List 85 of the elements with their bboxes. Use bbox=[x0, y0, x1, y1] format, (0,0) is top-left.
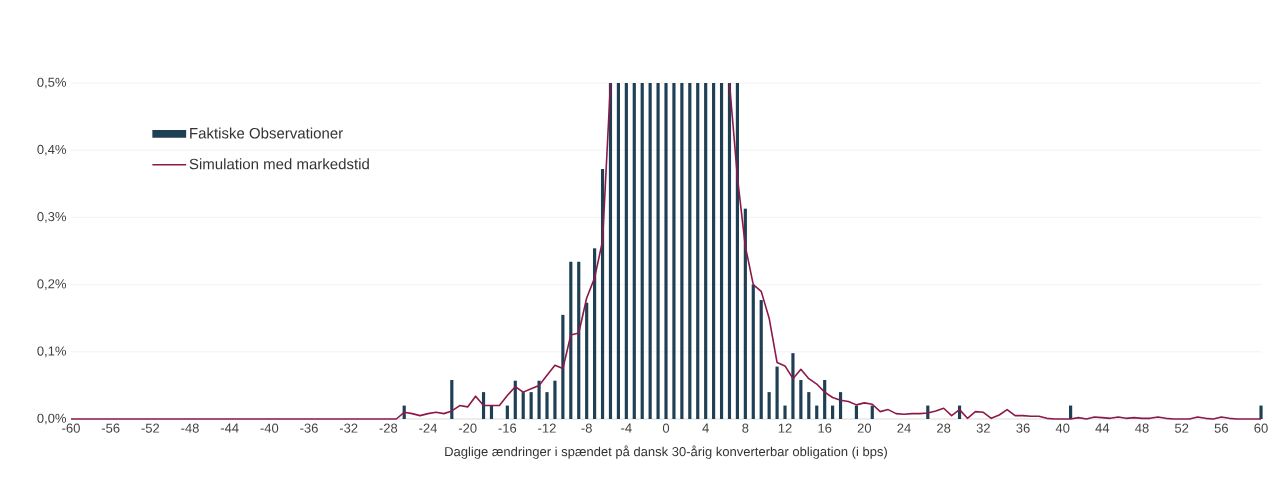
x-tick-label: 20 bbox=[857, 423, 872, 433]
bar bbox=[712, 83, 716, 419]
bar bbox=[743, 208, 747, 419]
bar bbox=[719, 83, 724, 419]
x-tick-label: 40 bbox=[1055, 423, 1070, 433]
x-tick-label: -56 bbox=[101, 423, 120, 433]
bar bbox=[751, 284, 755, 419]
x-tick-label: -8 bbox=[581, 423, 592, 433]
bar bbox=[735, 83, 739, 419]
x-tick-label: 56 bbox=[1214, 423, 1229, 433]
x-tick-label: -4 bbox=[621, 423, 632, 433]
bar bbox=[521, 392, 525, 419]
bar bbox=[791, 353, 795, 419]
x-tick-label: 36 bbox=[1016, 423, 1030, 433]
x-tick-label: -28 bbox=[379, 423, 398, 433]
legend-label: Simulation med markedstid bbox=[189, 158, 369, 170]
bar bbox=[727, 83, 732, 419]
x-tick-label: -24 bbox=[419, 423, 438, 433]
x-tick-label: 16 bbox=[818, 423, 832, 433]
bar bbox=[831, 405, 835, 419]
legend-label: Faktiske Observationer bbox=[190, 127, 343, 139]
x-tick-label: 52 bbox=[1174, 423, 1189, 433]
bar bbox=[537, 380, 541, 419]
x-axis-title: Daglige ændringer i spændet på dansk 30-årig konverterbar obligation (i bps) bbox=[445, 445, 887, 459]
x-tick-label: -36 bbox=[300, 423, 318, 433]
bar bbox=[569, 261, 573, 419]
bar bbox=[1259, 405, 1263, 419]
bar bbox=[505, 405, 509, 419]
bar bbox=[624, 83, 628, 419]
x-tick-label: -52 bbox=[141, 423, 160, 433]
x-tick-label: -60 bbox=[62, 423, 80, 433]
x-tick-label: 24 bbox=[897, 423, 911, 433]
x-tick-label: 48 bbox=[1135, 423, 1149, 433]
bar bbox=[704, 83, 708, 419]
bar bbox=[450, 380, 454, 419]
bar bbox=[545, 392, 549, 419]
bar bbox=[680, 83, 684, 419]
bar bbox=[759, 300, 763, 419]
bar bbox=[585, 302, 589, 419]
x-tick-label: 44 bbox=[1095, 423, 1110, 433]
bar bbox=[823, 380, 827, 419]
bar bbox=[608, 83, 613, 419]
bar bbox=[696, 83, 700, 419]
x-tick-label: 32 bbox=[976, 423, 990, 433]
bar bbox=[815, 405, 819, 419]
y-tick-label: 0,0% bbox=[37, 413, 67, 425]
bar bbox=[489, 405, 494, 419]
bar bbox=[854, 405, 858, 419]
x-tick-label: -44 bbox=[220, 423, 239, 433]
bar bbox=[688, 83, 692, 419]
x-tick-label: 4 bbox=[702, 423, 709, 433]
bar bbox=[767, 392, 771, 419]
x-tick-label: -16 bbox=[498, 423, 517, 433]
x-tick-label: 60 bbox=[1254, 423, 1268, 433]
bar bbox=[632, 83, 636, 419]
x-tick-label: 8 bbox=[742, 423, 749, 433]
bar bbox=[640, 83, 644, 419]
x-tick-label: -20 bbox=[458, 423, 477, 433]
y-tick-label: 0,2% bbox=[37, 279, 67, 290]
y-tick-label: 0,5% bbox=[37, 77, 67, 89]
bar bbox=[577, 261, 581, 419]
bar bbox=[783, 405, 787, 419]
x-tick-label: 28 bbox=[937, 423, 951, 433]
bar bbox=[870, 405, 874, 419]
y-tick-label: 0,1% bbox=[37, 346, 67, 358]
x-tick-label: -32 bbox=[339, 423, 358, 433]
bar bbox=[648, 83, 652, 419]
x-tick-label: -48 bbox=[181, 423, 199, 433]
bar bbox=[799, 380, 803, 419]
bar bbox=[664, 83, 668, 419]
x-tick-label: -12 bbox=[538, 423, 556, 433]
bar bbox=[529, 392, 533, 419]
x-tick-label: 0 bbox=[662, 423, 670, 433]
bar bbox=[672, 83, 676, 419]
x-tick-label: -40 bbox=[260, 423, 279, 433]
x-tick-label: 12 bbox=[778, 423, 792, 433]
bar bbox=[775, 366, 779, 419]
bar bbox=[593, 248, 597, 419]
bar bbox=[656, 83, 660, 419]
y-tick-label: 0,3% bbox=[37, 212, 67, 223]
y-tick-label: 0,4% bbox=[37, 144, 67, 156]
bar bbox=[561, 314, 565, 419]
bar bbox=[616, 83, 620, 419]
bar bbox=[807, 392, 811, 419]
bar bbox=[553, 380, 557, 419]
